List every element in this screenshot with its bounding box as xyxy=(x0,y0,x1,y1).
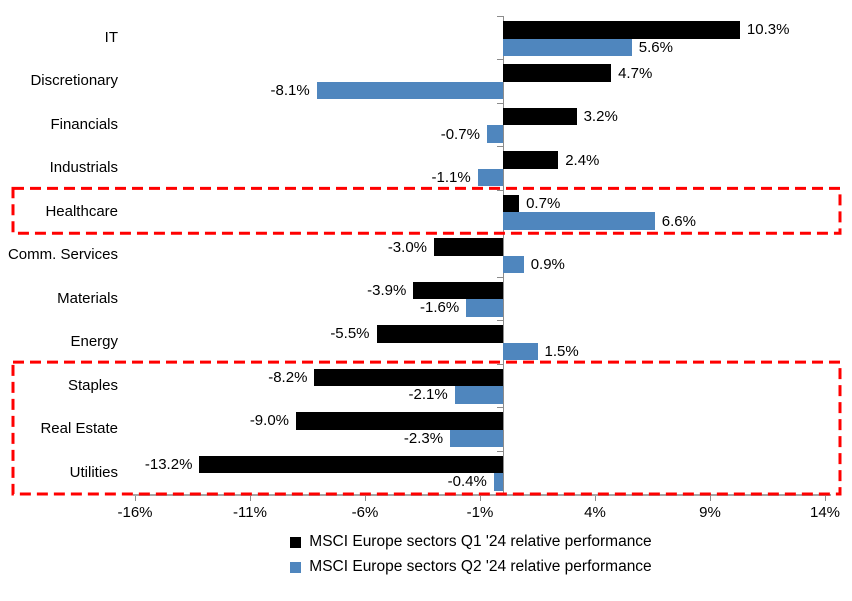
bar-q2-8 xyxy=(454,386,503,404)
y-axis-tick xyxy=(497,407,504,409)
x-axis-tick xyxy=(250,496,251,501)
value-label-q1-2: 3.2% xyxy=(583,108,618,126)
x-tick-label: -1% xyxy=(466,504,494,521)
category-label: Materials xyxy=(57,289,118,307)
value-label-q1-4: 0.7% xyxy=(526,195,561,213)
category-label: Healthcare xyxy=(45,202,118,220)
bar-q1-10 xyxy=(199,455,503,474)
x-tick-label: -11% xyxy=(233,504,267,521)
x-tick-label: 14% xyxy=(809,504,841,521)
category-label: Discretionary xyxy=(30,72,118,90)
y-axis-tick xyxy=(497,233,504,235)
bar-q2-2 xyxy=(486,125,503,143)
value-label-q1-9: -9.0% xyxy=(249,412,289,430)
value-label-q1-10: -13.2% xyxy=(144,455,193,473)
value-label-q2-0: 5.6% xyxy=(638,38,673,56)
x-axis-tick xyxy=(135,496,136,501)
value-label-q1-3: 2.4% xyxy=(565,151,600,169)
x-axis-tick xyxy=(710,496,711,501)
bar-q2-0 xyxy=(503,38,632,56)
y-axis-tick xyxy=(497,146,504,148)
y-axis-tick xyxy=(497,102,504,104)
value-label-q2-3: -1.1% xyxy=(431,169,471,187)
category-label: Staples xyxy=(67,376,118,394)
y-axis-tick xyxy=(497,276,504,278)
category-label: Energy xyxy=(70,333,118,351)
bar-q1-5 xyxy=(434,238,503,256)
value-label-q1-6: -3.9% xyxy=(367,281,407,299)
category-label: IT xyxy=(104,29,118,46)
category-label: Utilities xyxy=(69,463,118,481)
bar-q2-3 xyxy=(477,168,503,187)
x-axis-tick xyxy=(595,496,596,501)
legend-swatch-q1-icon xyxy=(290,536,302,548)
x-axis-line xyxy=(133,494,831,496)
y-axis-tick xyxy=(497,189,504,191)
category-label: Industrials xyxy=(49,159,118,177)
value-label-q1-1: 4.7% xyxy=(618,64,653,82)
x-tick-label: 4% xyxy=(584,504,606,521)
bar-q1-1 xyxy=(503,64,612,82)
x-tick-label: 9% xyxy=(699,504,721,521)
bar-q2-5 xyxy=(503,255,524,274)
value-label-q2-1: -8.1% xyxy=(270,82,310,100)
value-label-q1-7: -5.5% xyxy=(330,325,370,343)
legend: MSCI Europe sectors Q1 '24 relative perf… xyxy=(90,533,852,576)
bar-q1-3 xyxy=(503,151,559,169)
value-label-q2-8: -2.1% xyxy=(408,386,448,404)
value-label-q2-10: -0.4% xyxy=(447,473,487,491)
bar-q1-2 xyxy=(503,107,577,126)
y-axis-tick xyxy=(497,59,504,61)
bar-q1-6 xyxy=(413,281,503,300)
bar-q1-7 xyxy=(376,325,503,343)
value-label-q1-0: 10.3% xyxy=(746,21,790,39)
legend-item-q2: MSCI Europe sectors Q2 '24 relative perf… xyxy=(290,558,652,576)
value-label-q2-9: -2.3% xyxy=(403,429,444,447)
bar-q1-9 xyxy=(296,412,503,430)
legend-swatch-q2-icon xyxy=(290,561,302,573)
value-label-q1-8: -8.2% xyxy=(268,368,308,386)
x-tick-label: -16% xyxy=(117,504,153,521)
value-label-q2-5: 0.9% xyxy=(530,256,565,274)
bar-q2-6 xyxy=(466,299,503,317)
category-label: Financials xyxy=(50,115,118,133)
value-label-q1-5: -3.0% xyxy=(387,238,427,256)
value-label-q2-4: 6.6% xyxy=(661,212,696,230)
y-axis-tick xyxy=(497,450,504,452)
bar-q1-0 xyxy=(503,21,740,39)
value-label-q2-7: 1.5% xyxy=(544,342,579,360)
legend-item-q1: MSCI Europe sectors Q1 '24 relative perf… xyxy=(290,533,652,551)
bar-q2-9 xyxy=(450,429,503,448)
x-tick-label: -6% xyxy=(351,504,379,521)
value-label-q2-2: -0.7% xyxy=(440,125,480,143)
bar-q1-4 xyxy=(503,194,520,213)
x-axis-tick xyxy=(825,496,826,501)
y-axis-tick xyxy=(497,363,504,365)
bar-q1-8 xyxy=(314,368,503,387)
legend-label-q1: MSCI Europe sectors Q1 '24 relative perf… xyxy=(309,533,652,550)
y-axis-tick xyxy=(497,320,504,322)
value-label-q2-6: -1.6% xyxy=(420,299,460,317)
category-label: Real Estate xyxy=(40,420,118,438)
bar-q2-10 xyxy=(493,473,503,491)
legend-label-q2: MSCI Europe sectors Q2 '24 relative perf… xyxy=(309,558,652,575)
y-axis-line xyxy=(503,16,504,494)
x-axis-tick xyxy=(480,496,481,501)
category-label: Comm. Services xyxy=(7,246,118,264)
bar-q2-7 xyxy=(503,342,538,361)
y-axis-tick xyxy=(497,16,504,17)
bar-q2-4 xyxy=(503,212,655,230)
bar-q2-1 xyxy=(316,81,503,100)
x-axis-tick xyxy=(365,496,366,501)
